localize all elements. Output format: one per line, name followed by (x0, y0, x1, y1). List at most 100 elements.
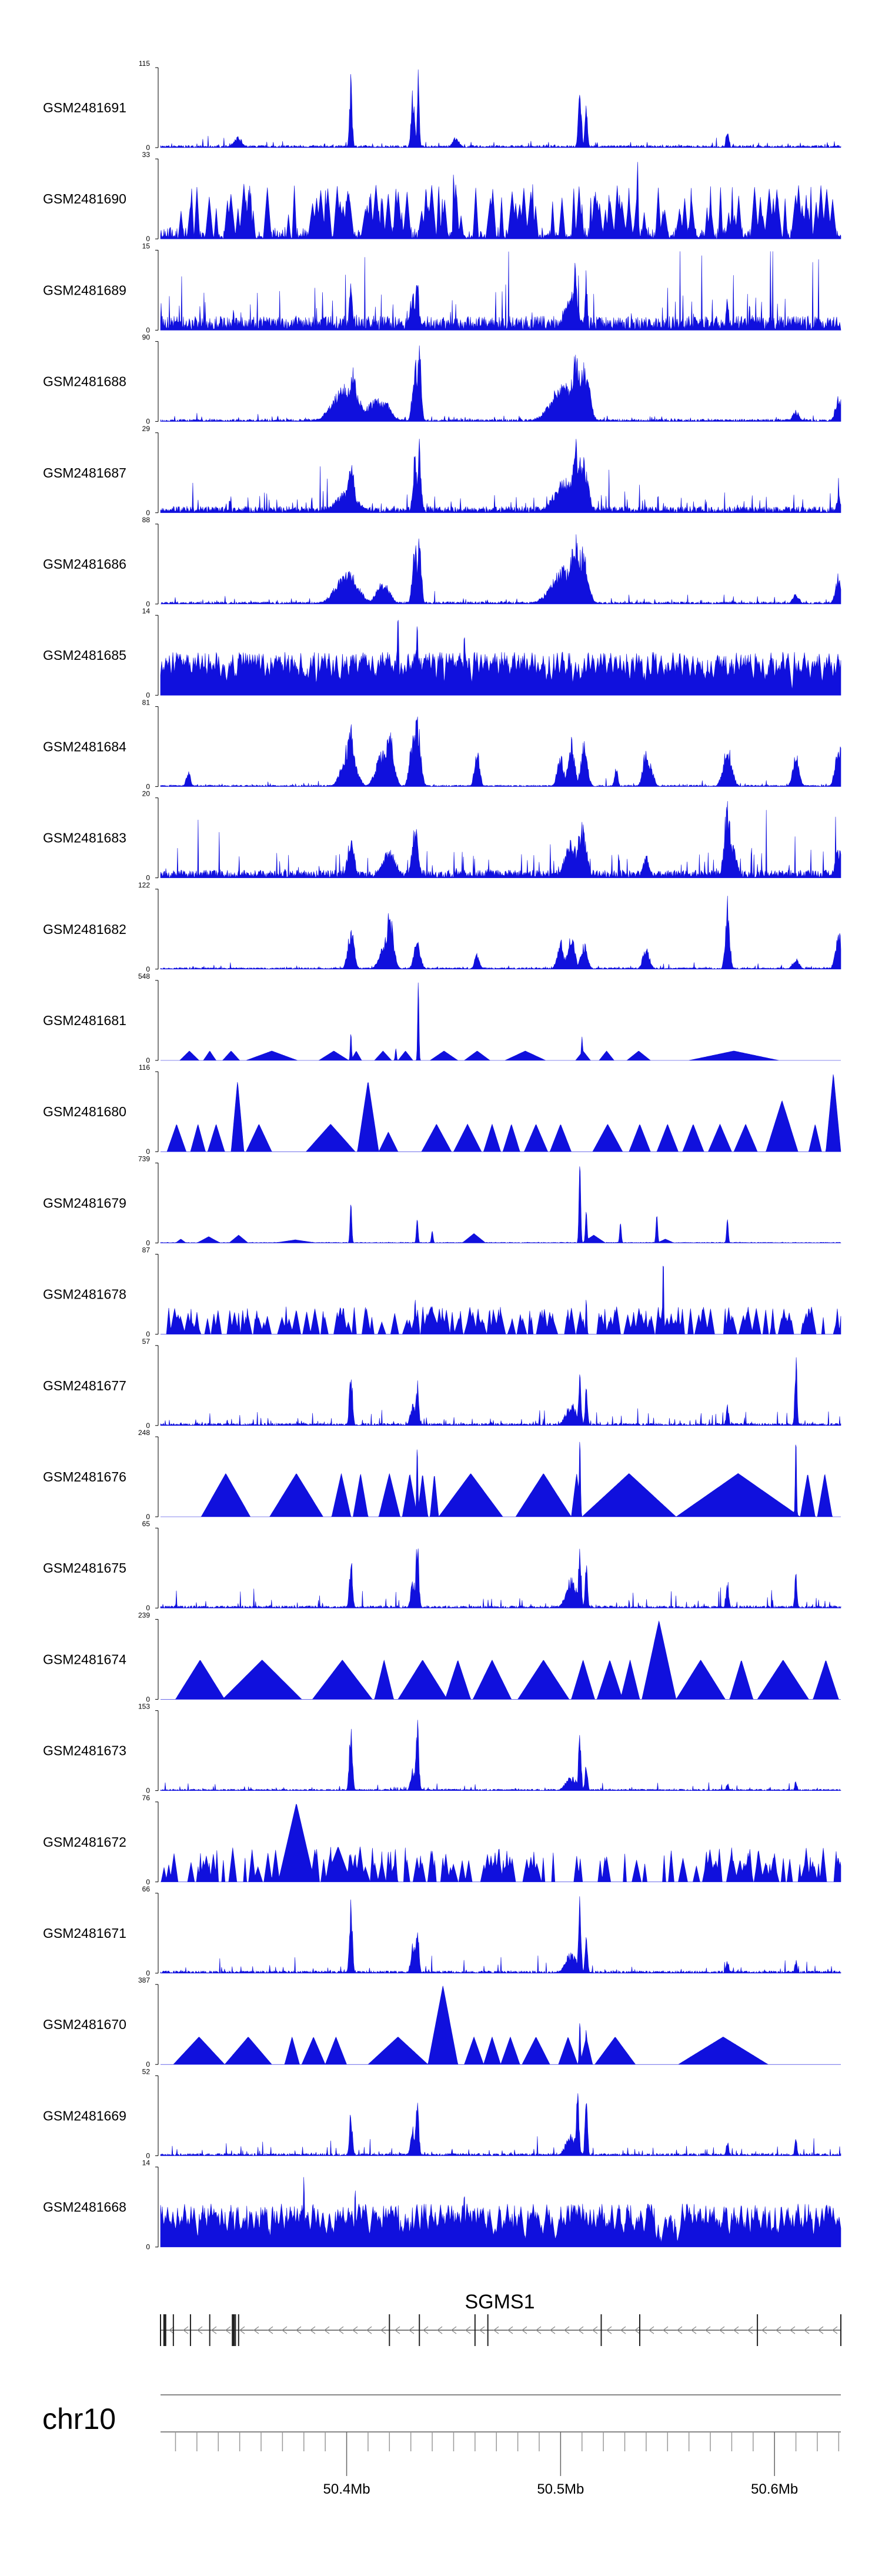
track-label: GSM2481687 (43, 465, 126, 481)
gene-exon (238, 2314, 239, 2346)
strand-arrow (577, 2326, 584, 2334)
track-label: GSM2481670 (43, 2017, 126, 2032)
y-max-label: 248 (138, 1429, 150, 1437)
genomic-axis: chr10 50.4Mb 50.5Mb 50.6Mb (42, 2394, 841, 2497)
strand-arrow (422, 2326, 429, 2334)
y-max-label: 29 (142, 425, 151, 433)
track-GSM2481686: GSM2481686 88 0 (43, 516, 841, 608)
y-max-label: 33 (142, 151, 151, 159)
signal-area (160, 1166, 841, 1243)
y-max-label: 20 (142, 790, 151, 798)
track-GSM2481682: GSM2481682 122 0 (43, 881, 841, 973)
strand-arrow (253, 2326, 259, 2334)
signal-area (160, 2093, 841, 2157)
gene-exon (209, 2314, 211, 2346)
track-label: GSM2481677 (43, 1378, 126, 1393)
y-min-label: 0 (146, 326, 150, 334)
y-max-label: 153 (138, 1703, 150, 1711)
y-min-label: 0 (146, 2060, 150, 2068)
gene-exon (840, 2314, 841, 2346)
strand-arrow (267, 2326, 273, 2334)
track-label: GSM2481669 (43, 2108, 126, 2123)
track-label: GSM2481671 (43, 1926, 126, 1941)
strand-arrow (592, 2326, 598, 2334)
track-label: GSM2481668 (43, 2200, 126, 2215)
strand-arrow (295, 2326, 302, 2334)
strand-arrow (648, 2326, 654, 2334)
y-min-label: 0 (146, 1330, 150, 1339)
track-GSM2481683: GSM2481683 20 0 (43, 790, 841, 882)
chromosome-label: chr10 (42, 2403, 116, 2435)
strand-arrow (634, 2326, 640, 2334)
y-max-label: 88 (142, 516, 151, 524)
track-GSM2481684: GSM2481684 81 0 (43, 698, 841, 790)
strand-arrow (803, 2326, 810, 2334)
strand-arrow (323, 2326, 330, 2334)
y-min-label: 0 (146, 235, 150, 243)
track-label: GSM2481688 (43, 374, 126, 389)
gene-exon (487, 2314, 489, 2346)
gene-exon (639, 2314, 640, 2346)
signal-area (160, 1896, 841, 1974)
track-GSM2481687: GSM2481687 29 0 (43, 425, 841, 517)
strand-arrow (507, 2326, 513, 2334)
strand-arrow (690, 2326, 697, 2334)
signal-area (160, 251, 841, 331)
track-label: GSM2481685 (43, 648, 126, 663)
gene-exon (235, 2314, 236, 2346)
signal-area (161, 1620, 841, 1700)
gene-exon (600, 2314, 602, 2346)
strand-arrow (380, 2326, 386, 2334)
strand-arrow (465, 2326, 471, 2334)
y-min-label: 0 (146, 1422, 150, 1430)
track-label: GSM2481686 (43, 556, 126, 572)
strand-arrow (450, 2326, 457, 2334)
track-GSM2481675: GSM2481675 65 0 (43, 1520, 841, 1612)
strand-arrow (704, 2326, 711, 2334)
strand-arrow (211, 2326, 217, 2334)
track-label: GSM2481674 (43, 1651, 126, 1667)
signal-area (161, 982, 841, 1061)
track-label: GSM2481676 (43, 1469, 126, 1484)
y-min-label: 0 (146, 1513, 150, 1521)
y-min-label: 0 (146, 691, 150, 699)
y-max-label: 81 (142, 698, 151, 706)
track-label: GSM2481678 (43, 1287, 126, 1302)
track-label: GSM2481673 (43, 1743, 126, 1759)
y-min-label: 0 (146, 509, 150, 517)
x-tick-label: 50.4Mb (323, 2481, 370, 2497)
signal-area (160, 345, 841, 422)
signal-area (161, 1804, 841, 1883)
gene-name-label: SGMS1 (465, 2291, 534, 2313)
y-max-label: 14 (142, 2159, 151, 2167)
strand-arrow (493, 2326, 499, 2334)
x-tick-label: 50.5Mb (537, 2481, 584, 2497)
strand-arrow (338, 2326, 344, 2334)
strand-arrow (182, 2326, 189, 2334)
y-min-label: 0 (146, 144, 150, 152)
y-min-label: 0 (146, 782, 150, 790)
gene-exon (160, 2314, 161, 2346)
track-GSM2481673: GSM2481673 153 0 (43, 1703, 841, 1795)
strand-arrow (662, 2326, 669, 2334)
strand-arrow (281, 2326, 288, 2334)
y-max-label: 15 (142, 242, 151, 250)
strand-arrow (733, 2326, 739, 2334)
y-max-label: 739 (138, 1154, 150, 1163)
y-min-label: 0 (146, 1056, 150, 1065)
track-GSM2481690: GSM2481690 33 0 (43, 151, 841, 243)
strand-arrow (535, 2326, 542, 2334)
track-label: GSM2481672 (43, 1834, 126, 1850)
signal-area (160, 801, 841, 879)
track-GSM2481685: GSM2481685 14 0 (43, 607, 841, 699)
gene-exon (419, 2314, 420, 2346)
track-label: GSM2481691 (43, 100, 126, 115)
gene-exon (163, 2314, 166, 2346)
track-label: GSM2481690 (43, 191, 126, 206)
track-label: GSM2481679 (43, 1195, 126, 1210)
y-min-label: 0 (146, 1969, 150, 1977)
strand-arrow (817, 2326, 824, 2334)
strand-arrow (761, 2326, 767, 2334)
signal-area (160, 439, 841, 513)
y-max-label: 66 (142, 1885, 151, 1893)
